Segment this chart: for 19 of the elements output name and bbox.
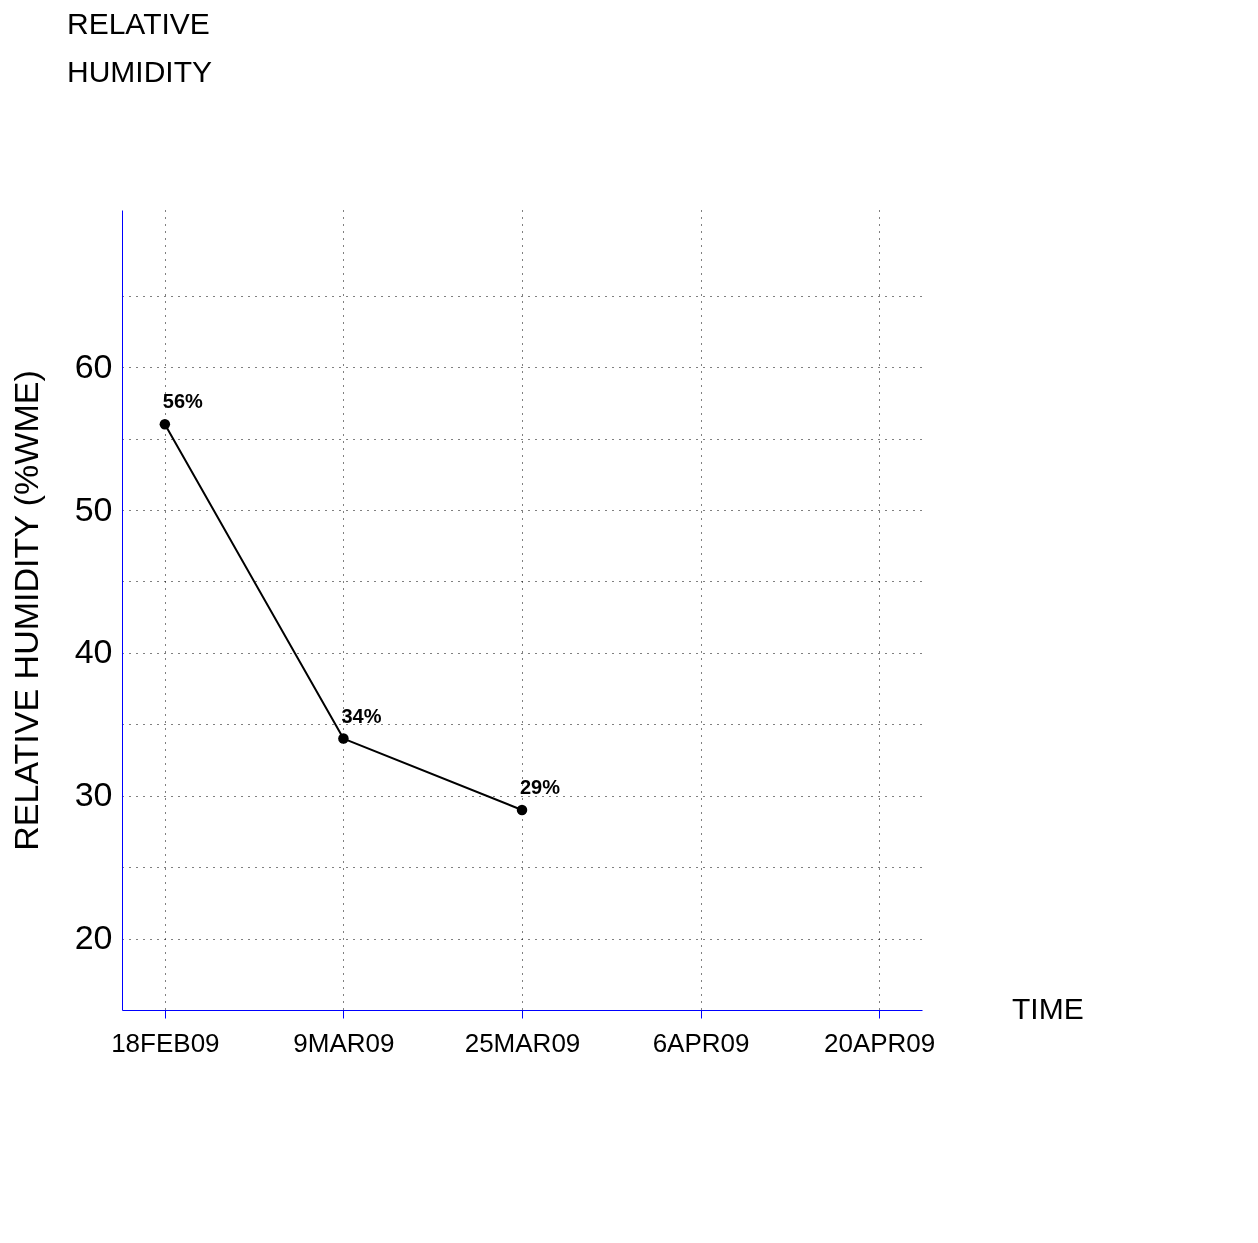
y-tick-label: 20 <box>74 918 113 957</box>
y-axis-title: RELATIVE HUMIDITY (%WME) <box>6 370 45 851</box>
y-tick-label: 50 <box>74 489 113 528</box>
y-tick-label: 40 <box>74 632 113 671</box>
point <box>338 733 349 744</box>
x-tick-label: 18FEB09 <box>111 1027 220 1058</box>
point <box>159 419 171 430</box>
text: 34% <box>341 704 382 727</box>
x-tick-label: 6APR09 <box>652 1027 750 1058</box>
x-tick-label: 9MAR09 <box>293 1027 395 1058</box>
x-axis-title: TIME <box>1012 992 1084 1025</box>
y-tick-label: 60 <box>74 346 113 385</box>
point <box>516 804 528 816</box>
text: 29% <box>519 776 561 798</box>
text: RELATIVE HUMIDITY <box>67 7 212 88</box>
y-tick-label: 30 <box>74 775 113 814</box>
x-tick-label: 25MAR09 <box>464 1027 581 1058</box>
x-tick-label: 20APR09 <box>823 1027 936 1058</box>
text: 56% <box>162 390 203 413</box>
